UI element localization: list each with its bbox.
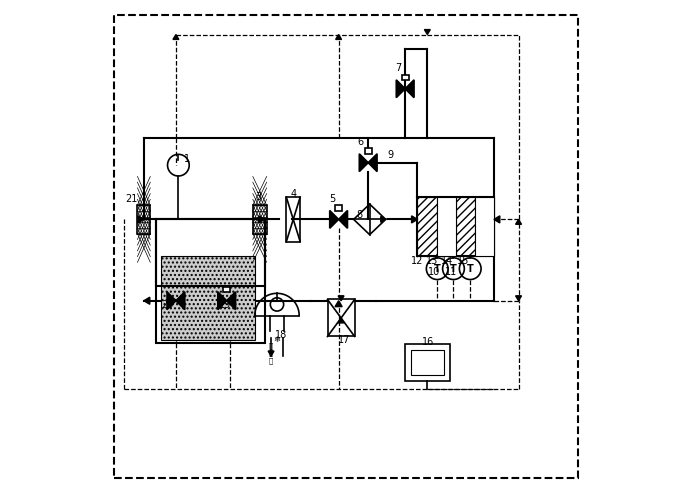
Bar: [327, 299, 354, 336]
Text: 4: 4: [290, 189, 296, 199]
Bar: [335, 205, 342, 211]
Polygon shape: [268, 351, 274, 356]
Polygon shape: [516, 219, 522, 224]
Text: 19: 19: [219, 300, 231, 310]
Bar: [475, 197, 494, 256]
Polygon shape: [424, 30, 430, 35]
Text: 8: 8: [356, 210, 363, 220]
Polygon shape: [397, 80, 405, 98]
Text: T: T: [450, 264, 457, 274]
Polygon shape: [336, 35, 342, 39]
Text: 14: 14: [441, 256, 454, 266]
Bar: [156, 219, 264, 343]
Polygon shape: [335, 301, 342, 307]
Text: 10: 10: [428, 267, 440, 277]
Text: 3: 3: [255, 192, 262, 202]
Text: 5: 5: [329, 194, 336, 204]
Bar: [223, 286, 230, 292]
Text: 16: 16: [422, 337, 434, 347]
Polygon shape: [516, 296, 522, 301]
Polygon shape: [167, 292, 176, 310]
Text: T: T: [467, 264, 473, 274]
Polygon shape: [368, 154, 377, 172]
Polygon shape: [359, 154, 368, 172]
Polygon shape: [329, 211, 338, 228]
Bar: [156, 219, 264, 286]
Text: ❄: ❄: [273, 335, 280, 345]
Text: 21: 21: [125, 194, 138, 204]
Bar: [437, 197, 456, 256]
Polygon shape: [259, 216, 264, 223]
Polygon shape: [338, 296, 344, 301]
Text: 7: 7: [396, 64, 402, 73]
Bar: [405, 344, 450, 381]
Text: T: T: [434, 264, 441, 274]
Bar: [365, 148, 372, 154]
Text: 17: 17: [338, 335, 351, 345]
Polygon shape: [218, 292, 227, 310]
Text: 15: 15: [457, 256, 469, 266]
Text: 13: 13: [426, 256, 439, 266]
Text: 9: 9: [388, 150, 394, 160]
Bar: [161, 256, 255, 340]
Polygon shape: [338, 211, 347, 228]
Bar: [411, 350, 444, 375]
Polygon shape: [173, 35, 179, 39]
Text: 液
冷
水: 液 冷 水: [269, 342, 273, 364]
Polygon shape: [412, 216, 417, 223]
Text: 1: 1: [184, 154, 190, 164]
Text: 11: 11: [445, 267, 457, 277]
Bar: [401, 74, 409, 80]
Text: 18: 18: [275, 330, 287, 340]
Polygon shape: [405, 80, 414, 98]
Bar: [417, 197, 494, 256]
Polygon shape: [144, 297, 149, 304]
Text: 20: 20: [161, 300, 174, 310]
Polygon shape: [381, 216, 385, 222]
Text: 6: 6: [358, 138, 364, 147]
Bar: [286, 197, 300, 242]
Bar: [417, 197, 437, 256]
Polygon shape: [494, 216, 500, 223]
Polygon shape: [338, 318, 344, 323]
Polygon shape: [176, 292, 185, 310]
Text: 12: 12: [411, 256, 424, 266]
Bar: [456, 197, 475, 256]
Polygon shape: [138, 216, 144, 223]
Bar: [138, 205, 150, 234]
Bar: [253, 205, 266, 234]
Polygon shape: [227, 292, 235, 310]
